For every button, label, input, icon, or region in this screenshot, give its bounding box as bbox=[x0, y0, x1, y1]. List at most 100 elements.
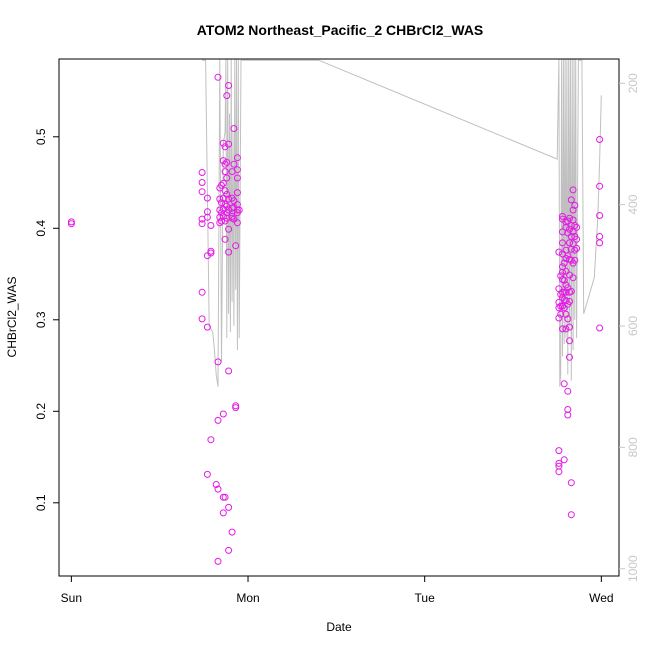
data-point bbox=[228, 528, 236, 536]
x-axis-label: Date bbox=[326, 620, 352, 634]
data-point bbox=[596, 182, 604, 190]
data-point bbox=[233, 166, 241, 174]
data-point bbox=[203, 194, 211, 202]
data-point bbox=[569, 274, 577, 282]
plot-area bbox=[58, 58, 620, 577]
data-point bbox=[559, 239, 566, 247]
data-point bbox=[573, 223, 581, 231]
data-point bbox=[203, 323, 211, 331]
data-point bbox=[562, 310, 570, 318]
data-point bbox=[573, 235, 581, 243]
data-point bbox=[223, 92, 231, 100]
data-point bbox=[560, 259, 568, 267]
data-point bbox=[214, 73, 222, 81]
data-point bbox=[218, 199, 225, 207]
chart-title: ATOM2 Northeast_Pacific_2 CHBrCl2_WAS bbox=[197, 22, 484, 38]
data-point bbox=[207, 222, 215, 229]
data-point bbox=[221, 201, 229, 208]
data-point bbox=[225, 546, 233, 554]
data-point bbox=[566, 298, 573, 305]
data-point bbox=[562, 325, 570, 333]
x-axis: Sun Mon Tue Wed bbox=[61, 576, 614, 605]
data-point bbox=[559, 325, 566, 333]
data-point bbox=[233, 219, 241, 227]
data-point bbox=[219, 212, 227, 220]
data-point bbox=[559, 212, 566, 220]
data-point bbox=[216, 195, 224, 203]
altitude-line bbox=[202, 59, 602, 387]
data-point bbox=[560, 304, 568, 312]
data-point bbox=[225, 206, 233, 214]
data-point bbox=[230, 125, 238, 132]
y2-tick-label: 400 bbox=[626, 194, 640, 214]
data-point bbox=[225, 503, 233, 511]
data-point bbox=[573, 244, 581, 252]
data-point bbox=[203, 470, 211, 478]
y-tick-label: 0.5 bbox=[34, 128, 48, 145]
data-point bbox=[555, 468, 563, 476]
data-point bbox=[218, 209, 225, 217]
data-point bbox=[233, 154, 241, 162]
data-point bbox=[567, 479, 575, 487]
data-point bbox=[198, 188, 206, 196]
data-point bbox=[596, 239, 604, 247]
data-point bbox=[225, 367, 233, 375]
data-point bbox=[219, 410, 227, 418]
data-point bbox=[566, 323, 573, 331]
data-point bbox=[569, 206, 577, 214]
data-point bbox=[232, 242, 240, 250]
data-point bbox=[566, 337, 573, 345]
data-point bbox=[560, 276, 568, 284]
data-point bbox=[596, 233, 604, 240]
y-axis-label: CHBrCl2_WAS bbox=[5, 277, 19, 358]
data-points-layer bbox=[67, 73, 604, 565]
x-tick-label: Tue bbox=[415, 591, 436, 605]
data-point bbox=[214, 358, 222, 366]
y2-tick-label: 200 bbox=[626, 73, 640, 93]
data-point bbox=[198, 315, 206, 323]
data-point bbox=[67, 220, 75, 228]
data-point bbox=[223, 158, 231, 166]
data-point bbox=[596, 324, 604, 332]
data-point bbox=[560, 456, 568, 464]
x-tick-label: Sun bbox=[61, 591, 82, 605]
data-point bbox=[203, 213, 211, 221]
data-point bbox=[555, 314, 563, 322]
data-point bbox=[221, 187, 229, 195]
data-point bbox=[566, 353, 573, 361]
data-point bbox=[198, 169, 206, 176]
y-tick-label: 0.4 bbox=[34, 220, 48, 237]
data-point bbox=[567, 196, 575, 204]
data-point bbox=[219, 509, 227, 517]
data-point bbox=[555, 447, 563, 455]
data-point bbox=[221, 168, 229, 176]
data-point bbox=[221, 235, 229, 243]
data-point bbox=[207, 249, 215, 257]
y2-tick-label: 1000 bbox=[626, 555, 640, 582]
data-point bbox=[571, 246, 579, 254]
data-point bbox=[230, 215, 238, 223]
y-tick-label: 0.2 bbox=[34, 403, 48, 420]
data-point bbox=[223, 174, 231, 182]
data-point bbox=[233, 174, 241, 182]
data-point bbox=[571, 222, 579, 229]
data-point bbox=[214, 557, 222, 565]
data-point bbox=[596, 212, 604, 219]
data-point bbox=[214, 416, 222, 424]
data-point bbox=[555, 248, 563, 256]
data-point bbox=[219, 139, 227, 147]
data-point bbox=[564, 229, 572, 237]
data-point bbox=[225, 82, 233, 89]
data-point bbox=[225, 248, 233, 256]
data-point bbox=[559, 268, 566, 276]
y2-tick-label: 800 bbox=[626, 437, 640, 457]
data-point bbox=[569, 240, 577, 248]
y-axis: 0.1 0.2 0.3 0.4 0.5 bbox=[34, 128, 59, 511]
data-point bbox=[219, 194, 227, 202]
data-point bbox=[198, 220, 206, 228]
data-point bbox=[569, 228, 577, 236]
data-point bbox=[219, 157, 227, 165]
data-point bbox=[562, 267, 570, 275]
data-point bbox=[567, 287, 575, 295]
data-point bbox=[562, 288, 570, 296]
